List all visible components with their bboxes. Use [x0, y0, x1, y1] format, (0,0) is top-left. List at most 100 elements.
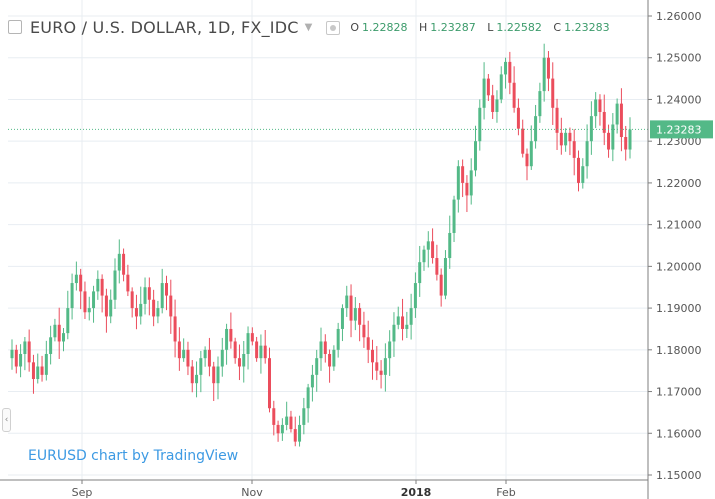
- candle-body: [499, 74, 503, 100]
- low-label: L: [487, 21, 494, 34]
- close-label: C: [553, 21, 562, 34]
- candle-body: [340, 308, 344, 329]
- candle-body: [156, 308, 160, 317]
- candle-body: [147, 287, 151, 300]
- candle-body: [546, 57, 550, 79]
- symbol-title[interactable]: EURO / U.S. DOLLAR, 1D, FX_IDC: [30, 18, 299, 37]
- candle-body: [44, 353, 48, 375]
- ohlc-values: O 1.22828 H 1.23287 L 1.22582 C 1.23283: [350, 21, 617, 34]
- candle-body: [512, 82, 516, 108]
- candle-body: [139, 303, 143, 317]
- candle-body: [165, 283, 168, 296]
- candle-body: [62, 333, 65, 342]
- candle-body: [74, 274, 78, 284]
- watermark[interactable]: EURUSD chart by TradingView: [28, 448, 239, 464]
- candle-body: [491, 95, 495, 112]
- candle-body: [538, 91, 542, 117]
- price-tick-label: 1.25000: [656, 52, 702, 65]
- candle-body: [199, 358, 203, 375]
- candle-body: [130, 291, 134, 309]
- price-tick-label: 1.26000: [656, 10, 702, 23]
- candle-body: [242, 353, 246, 367]
- candle-body: [310, 374, 314, 388]
- candle-body: [577, 157, 580, 183]
- candle-body: [349, 295, 353, 321]
- candle-body: [401, 316, 405, 329]
- candle-body: [413, 283, 417, 309]
- candle-body: [134, 308, 138, 317]
- visibility-icon[interactable]: [326, 20, 341, 35]
- candle-body: [594, 99, 598, 117]
- candle-body: [572, 141, 576, 158]
- candle-body: [534, 116, 538, 142]
- candle-body: [581, 166, 585, 183]
- candle-body: [306, 387, 310, 409]
- candle-body: [362, 324, 366, 338]
- candle-body: [431, 241, 435, 259]
- candle-body: [10, 349, 14, 359]
- candle-body: [422, 249, 426, 263]
- candle-body: [272, 408, 276, 425]
- candle-body: [375, 362, 379, 371]
- candle-body: [229, 328, 233, 342]
- candle-body: [104, 295, 108, 317]
- candle-body: [611, 124, 615, 150]
- candle-body: [83, 291, 87, 313]
- candle-body: [216, 366, 220, 384]
- candle-body: [371, 349, 374, 363]
- price-tick-label: 1.17000: [656, 386, 702, 399]
- candle-body: [619, 103, 623, 138]
- candle-body: [36, 366, 40, 380]
- close-value: 1.23283: [564, 21, 610, 34]
- last-price-label: 1.23283: [656, 123, 702, 136]
- candle-body: [465, 182, 469, 196]
- candle-body: [293, 429, 297, 442]
- candle-body: [564, 132, 568, 146]
- candle-body: [568, 132, 572, 142]
- price-tick-label: 1.22000: [656, 177, 702, 190]
- candle-body: [177, 341, 181, 359]
- symbol-settings-icon[interactable]: [8, 19, 22, 34]
- candle-body: [126, 274, 130, 292]
- price-tick-label: 1.16000: [656, 427, 702, 440]
- candle-body: [525, 153, 529, 167]
- chevron-down-icon[interactable]: ▼: [304, 22, 313, 33]
- candle-body: [27, 341, 31, 363]
- candle-body: [589, 116, 593, 142]
- candle-body: [66, 308, 70, 334]
- price-tick-label: 1.21000: [656, 219, 702, 232]
- last-price-tag: [650, 120, 713, 139]
- candle-body: [160, 283, 164, 309]
- candle-body: [624, 137, 628, 150]
- candle-body: [508, 61, 512, 83]
- candle-body: [53, 324, 57, 338]
- candle-body: [190, 366, 194, 384]
- candle-body: [383, 358, 387, 375]
- price-tick-label: 1.24000: [656, 93, 702, 106]
- candle-body: [87, 308, 91, 313]
- candle-body: [555, 107, 559, 133]
- candle-body: [469, 170, 473, 196]
- candle-body: [559, 132, 563, 146]
- candle-body: [268, 358, 271, 409]
- candle-body: [388, 341, 392, 359]
- candle-body: [482, 78, 486, 108]
- candle-body: [396, 316, 400, 325]
- candle-body: [302, 408, 306, 425]
- candle-body: [521, 128, 525, 154]
- candle-body: [233, 341, 237, 359]
- candle-body: [426, 241, 430, 250]
- collapse-handle-icon[interactable]: ‹: [2, 408, 11, 432]
- candle-body: [607, 132, 611, 150]
- candle-body: [551, 78, 555, 108]
- candle-body: [323, 341, 327, 354]
- candle-body: [40, 366, 44, 375]
- open-label: O: [350, 21, 359, 34]
- candle-body: [152, 299, 156, 317]
- price-tick-label: 1.15000: [656, 469, 702, 482]
- candle-body: [57, 324, 61, 342]
- candle-body: [49, 337, 53, 354]
- candle-body: [461, 166, 465, 183]
